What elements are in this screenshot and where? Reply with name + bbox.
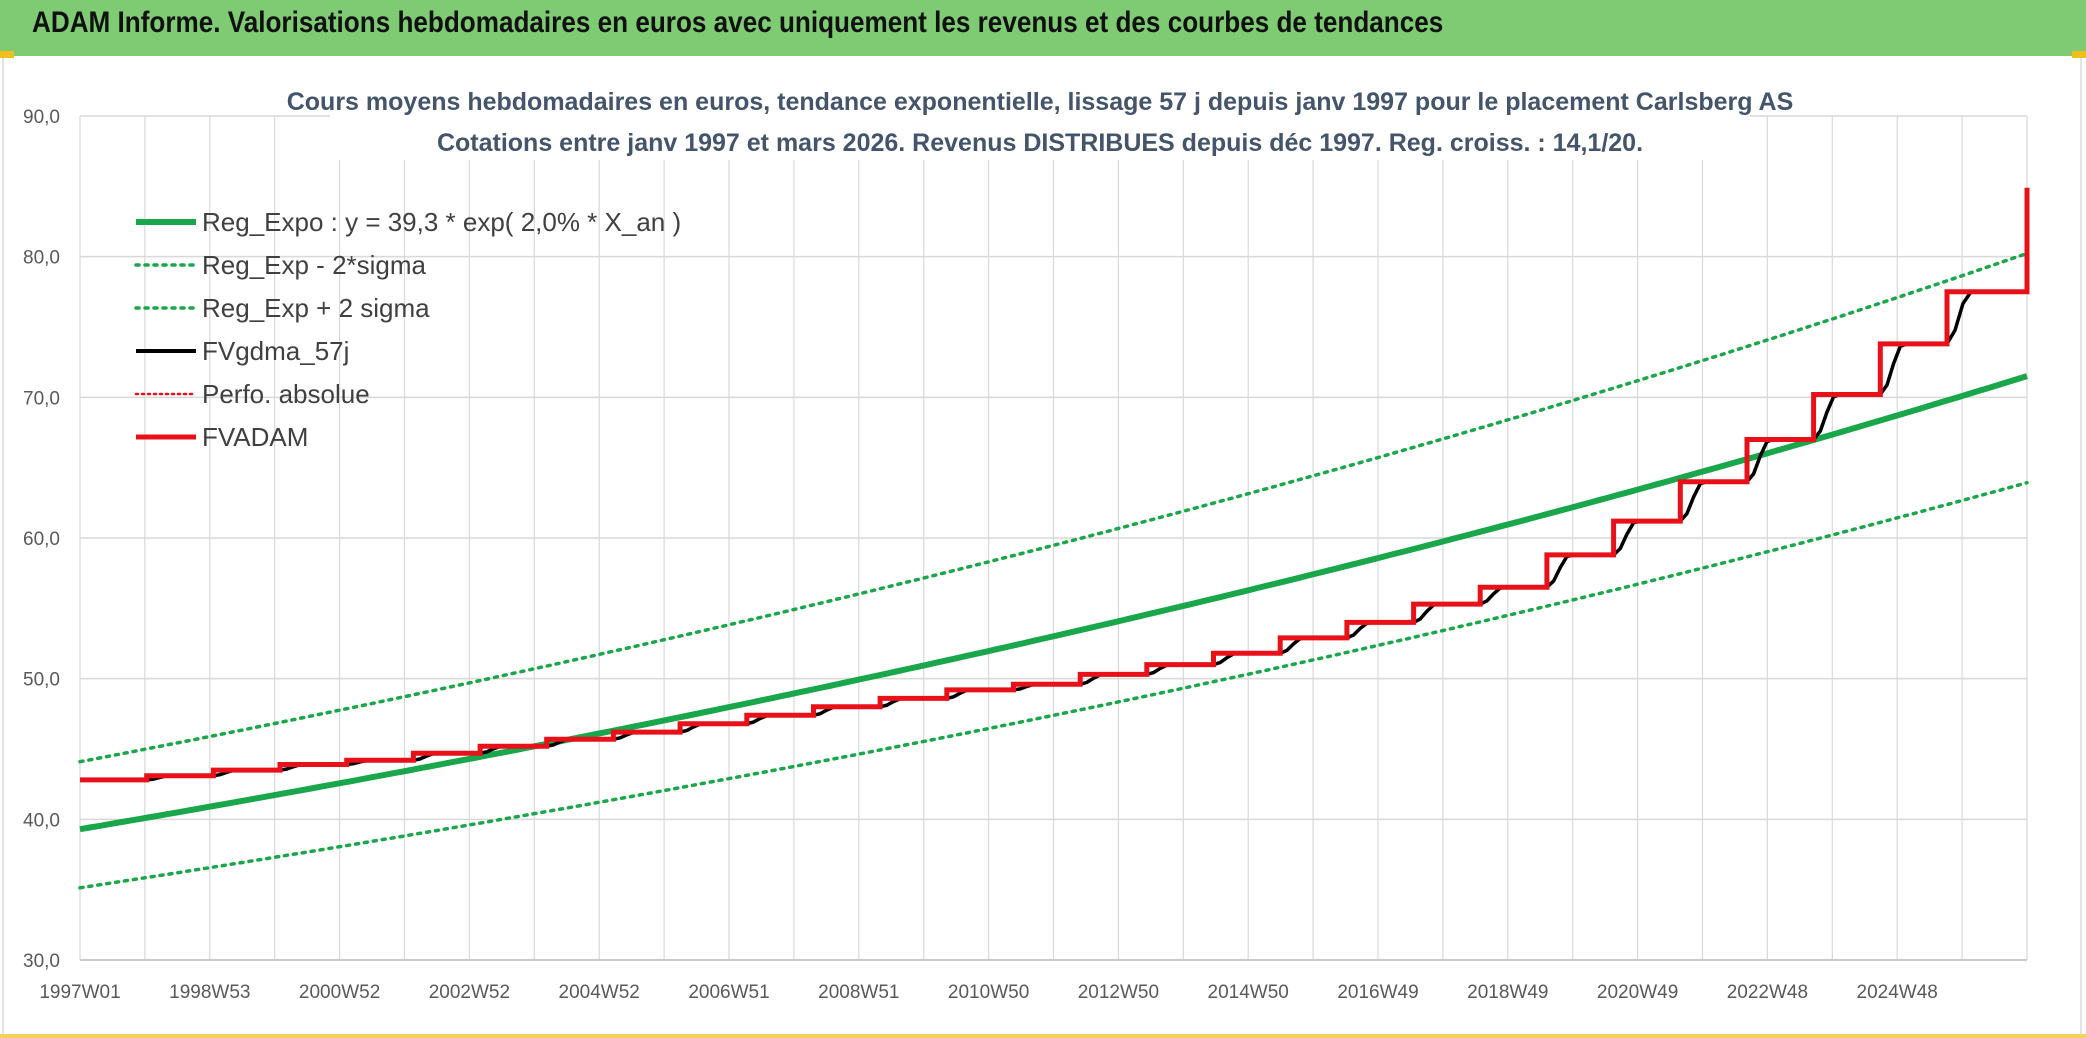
series-reg-expo bbox=[79, 373, 2028, 833]
series-fvadam bbox=[80, 187, 2030, 783]
page-title: ADAM Informe. Valorisations hebdomadaire… bbox=[32, 6, 1444, 39]
x-tick-label: 2016W49 bbox=[1337, 982, 1418, 1003]
title-bar: ADAM Informe. Valorisations hebdomadaire… bbox=[0, 0, 2086, 56]
x-tick-label: 2000W52 bbox=[299, 982, 380, 1003]
legend-label: Reg_Exp - 2*sigma bbox=[202, 250, 427, 280]
x-tick-label: 2012W50 bbox=[1078, 982, 1159, 1003]
grid bbox=[79, 115, 2028, 961]
chart-frame bbox=[2, 58, 2082, 1034]
x-axis: 1997W01 1998W53 2000W52 2002W52 2004W52 2006W… bbox=[39, 982, 1938, 1003]
y-tick-label: 70,0 bbox=[23, 388, 60, 409]
y-tick-label: 90,0 bbox=[23, 107, 60, 128]
series-group bbox=[78, 187, 2030, 890]
y-tick-label: 60,0 bbox=[23, 529, 60, 550]
x-tick-label: 2022W48 bbox=[1727, 982, 1808, 1003]
chart-title-backdrop bbox=[330, 80, 1750, 160]
x-tick-label: 2006W51 bbox=[688, 982, 769, 1003]
y-tick-label: 80,0 bbox=[23, 248, 60, 269]
series-reg-exp-plus-2sigma bbox=[78, 251, 2029, 764]
y-tick-label: 30,0 bbox=[23, 951, 60, 972]
corner-accent-right bbox=[2072, 51, 2086, 58]
legend-label: FVADAM bbox=[202, 422, 308, 452]
x-tick-label: 1997W01 bbox=[39, 982, 120, 1003]
legend-label: Perfo. absolue bbox=[202, 379, 370, 409]
bottom-strip bbox=[0, 1034, 2086, 1038]
x-tick-label: 2004W52 bbox=[559, 982, 640, 1003]
legend: Reg_Expo : y = 39,3 * exp( 2,0% * X_an )… bbox=[134, 207, 681, 452]
x-tick-label: 2014W50 bbox=[1208, 982, 1289, 1003]
legend-label: Reg_Exp + 2 sigma bbox=[202, 293, 430, 323]
y-axis: 30,0 40,0 50,0 60,0 70,0 80,0 90,0 bbox=[23, 107, 60, 972]
legend-label: Reg_Expo : y = 39,3 * exp( 2,0% * X_an ) bbox=[202, 207, 681, 237]
x-tick-label: 2024W48 bbox=[1857, 982, 1938, 1003]
x-tick-label: 2008W51 bbox=[818, 982, 899, 1003]
x-tick-label: 1998W53 bbox=[169, 982, 250, 1003]
series-reg-exp-minus-2sigma bbox=[78, 480, 2029, 890]
x-tick-label: 2018W49 bbox=[1467, 982, 1548, 1003]
legend-label: FVgdma_57j bbox=[202, 336, 349, 366]
chart-title: Cours moyens hebdomadaires en euros, ten… bbox=[287, 88, 1794, 116]
y-tick-label: 50,0 bbox=[23, 670, 60, 691]
chart-subtitle: Cotations entre janv 1997 et mars 2026. … bbox=[437, 129, 1643, 157]
y-tick-label: 40,0 bbox=[23, 810, 60, 831]
x-tick-label: 2002W52 bbox=[429, 982, 510, 1003]
x-tick-label: 2010W50 bbox=[948, 982, 1029, 1003]
corner-accent-left bbox=[0, 51, 14, 58]
x-tick-label: 2020W49 bbox=[1597, 982, 1678, 1003]
